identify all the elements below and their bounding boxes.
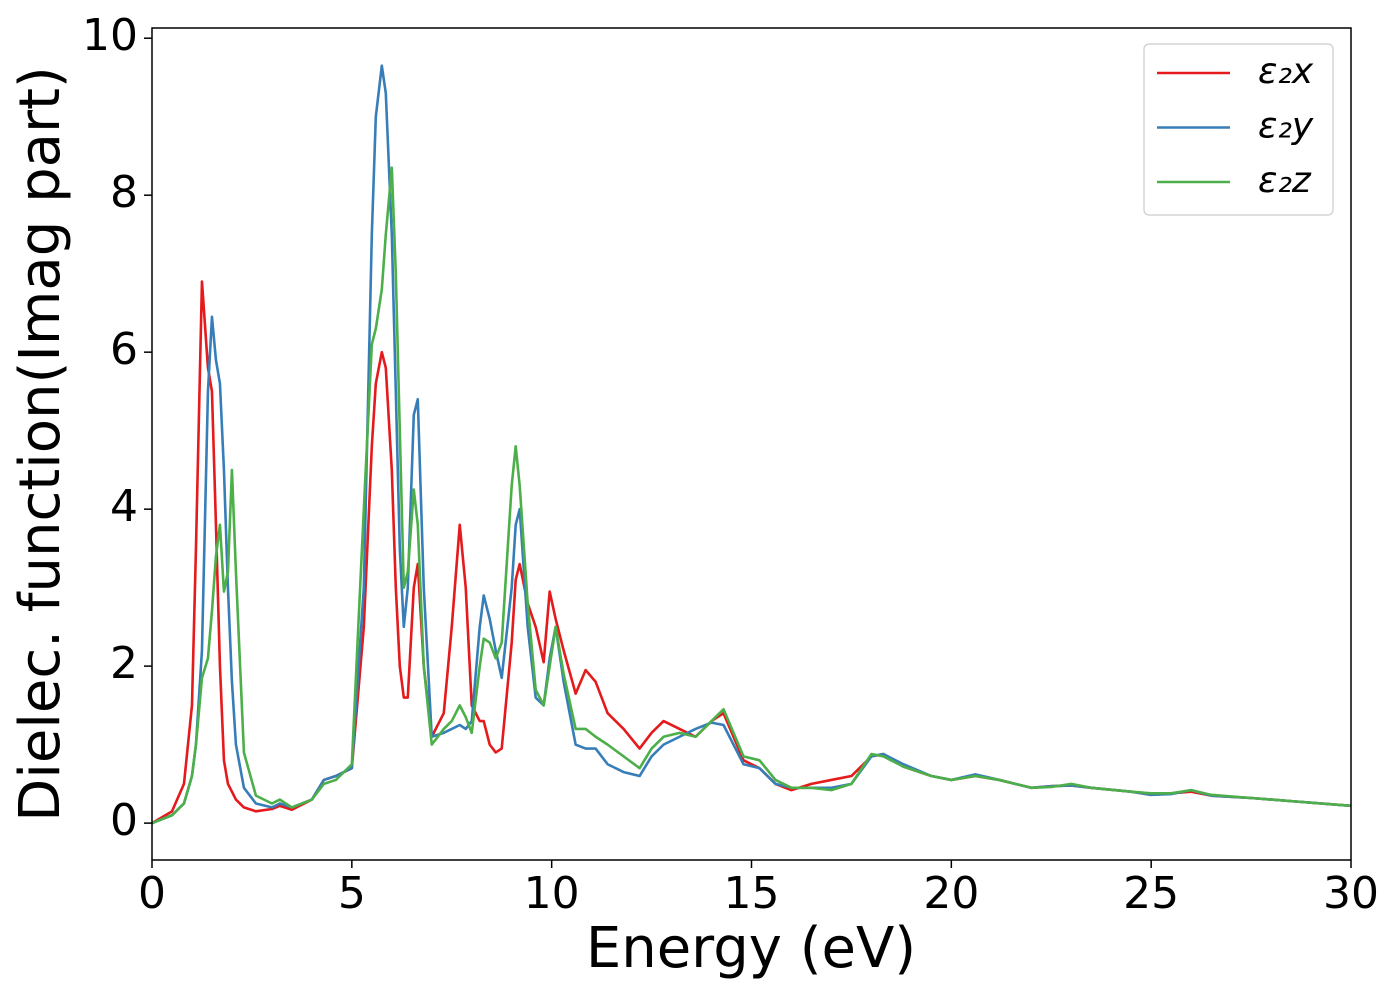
y-tick-label: 4 xyxy=(110,481,138,532)
y-axis-label: Dielec. function(Imag part) xyxy=(8,66,73,822)
x-tick-label: 15 xyxy=(724,868,780,919)
x-tick-label: 20 xyxy=(923,868,979,919)
y-tick-label: 10 xyxy=(82,10,138,61)
y-tick-label: 6 xyxy=(110,324,138,375)
x-tick-label: 25 xyxy=(1123,868,1179,919)
x-tick-label: 30 xyxy=(1323,868,1379,919)
y-tick-label: 0 xyxy=(110,795,138,846)
x-axis-label: Energy (eV) xyxy=(586,916,916,981)
x-tick-label: 10 xyxy=(524,868,580,919)
x-tick-label: 0 xyxy=(138,868,166,919)
y-tick-label: 8 xyxy=(110,167,138,218)
y-tick-label: 2 xyxy=(110,638,138,689)
legend-label: ε₂z xyxy=(1258,160,1312,201)
data-line xyxy=(152,166,1351,825)
data-line xyxy=(152,280,1351,825)
x-tick-label: 5 xyxy=(338,868,366,919)
legend-label: ε₂y xyxy=(1258,106,1314,147)
legend-label: ε₂x xyxy=(1258,51,1314,92)
legend-box xyxy=(1143,43,1334,216)
plot-frame xyxy=(151,27,1352,861)
